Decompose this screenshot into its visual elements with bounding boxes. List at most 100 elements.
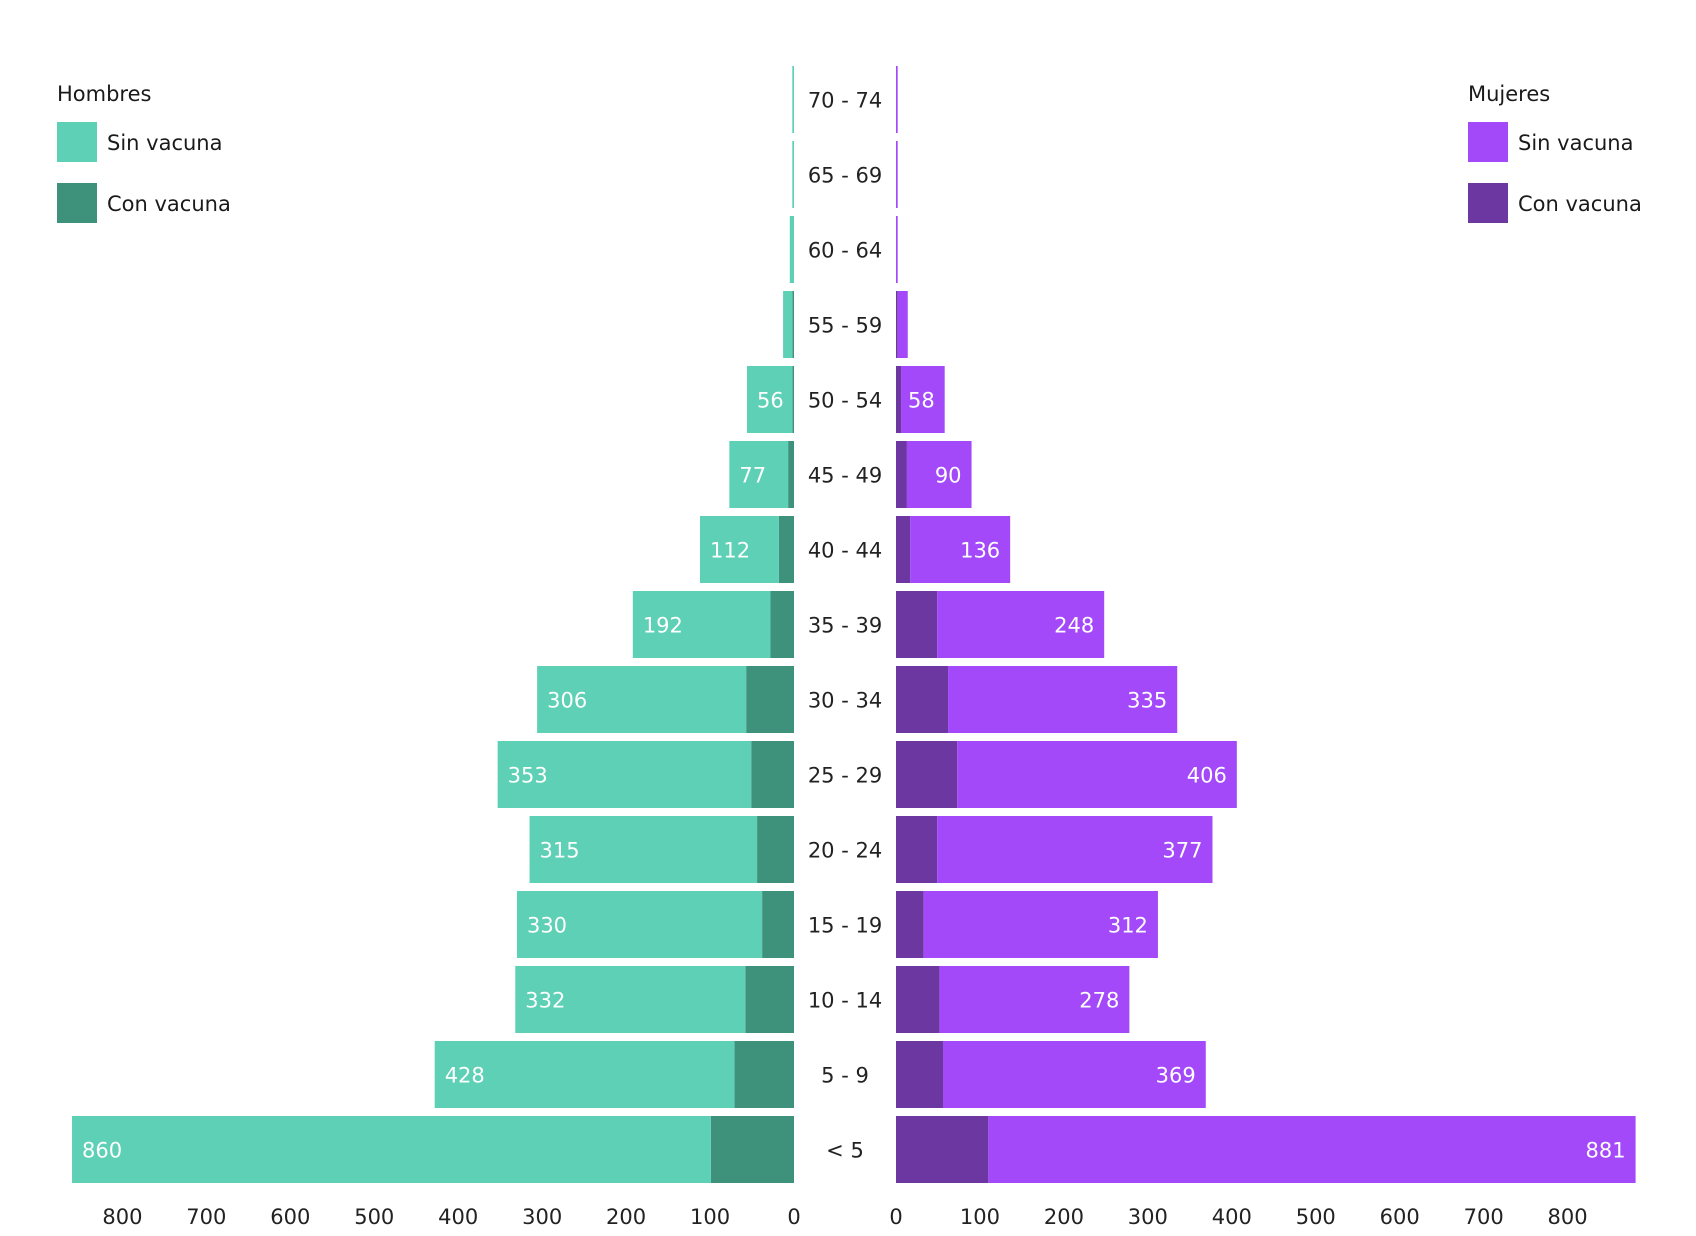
axis-ticks-group: 0 0 100 100 200 200 300 300 400 400 500 500 600 600 70… [102, 1205, 1587, 1229]
bar-mujeres-sin-50-54 [901, 366, 945, 433]
bar-mujeres-sin-45-49 [906, 441, 972, 508]
bar-hombres-sin-5-9 [434, 1041, 735, 1108]
bar-label-hombres-40-44: 112 [710, 539, 750, 563]
bar-hombres-con-5 [710, 1116, 794, 1183]
bar-label-hombres-5-9: 428 [445, 1064, 485, 1088]
bar-hombres-sin-45-49 [729, 441, 789, 508]
bar-mujeres-con-40-44 [896, 516, 911, 583]
bar-mujeres-con-25-29 [896, 741, 958, 808]
tick-right-400: 400 [1212, 1205, 1252, 1229]
age-label-5-9: 5 - 9 [821, 1064, 869, 1088]
bar-hombres-sin-25-29 [497, 741, 752, 808]
bar-mujeres-sin-15-19 [923, 891, 1158, 958]
age-label-35-39: 35 - 39 [808, 614, 882, 638]
legend-mujeres: Mujeres Sin vacuna Con vacuna [1468, 82, 1642, 223]
bar-mujeres-sin-70-74 [896, 66, 898, 133]
bar-label-mujeres-20-24: 377 [1162, 839, 1202, 863]
legend-hombres: Hombres Sin vacuna Con vacuna [57, 82, 231, 223]
age-label-5: < 5 [826, 1139, 864, 1163]
tick-right-700: 700 [1464, 1205, 1504, 1229]
bar-mujeres-con-55-59 [896, 291, 898, 358]
legend-mujeres-sin-swatch [1468, 122, 1508, 162]
bar-label-mujeres-25-29: 406 [1187, 764, 1227, 788]
legend-hombres-con-label: Con vacuna [107, 192, 231, 216]
bar-mujeres-sin-25-29 [957, 741, 1237, 808]
bar-label-mujeres-5-9: 369 [1156, 1064, 1196, 1088]
bar-mujeres-sin-60-64 [896, 216, 898, 283]
tick-right-500: 500 [1296, 1205, 1336, 1229]
tick-left-300: 300 [522, 1205, 562, 1229]
tick-right-0: 0 [889, 1205, 902, 1229]
bar-label-mujeres-5: 881 [1586, 1139, 1626, 1163]
legend-mujeres-con-label: Con vacuna [1518, 192, 1642, 216]
bar-hombres-con-50-54 [792, 366, 794, 433]
bar-label-mujeres-30-34: 335 [1127, 689, 1167, 713]
bar-hombres-con-10-14 [745, 966, 794, 1033]
age-label-15-19: 15 - 19 [808, 914, 882, 938]
bar-mujeres-sin-20-24 [937, 816, 1213, 883]
bar-label-hombres-35-39: 192 [643, 614, 683, 638]
tick-left-0: 0 [787, 1205, 800, 1229]
bar-mujeres-sin-10-14 [939, 966, 1130, 1033]
bar-label-hombres-5: 860 [82, 1139, 122, 1163]
age-label-65-69: 65 - 69 [808, 164, 882, 188]
age-label-40-44: 40 - 44 [808, 539, 882, 563]
bar-mujeres-con-5 [896, 1116, 989, 1183]
bar-label-hombres-45-49: 77 [739, 464, 766, 488]
age-label-60-64: 60 - 64 [808, 239, 882, 263]
bar-hombres-sin-60-64 [789, 216, 794, 283]
bar-hombres-sin-35-39 [632, 591, 771, 658]
bar-hombres-sin-10-14 [515, 966, 746, 1033]
bar-hombres-sin-55-59 [783, 291, 793, 358]
tick-left-800: 800 [102, 1205, 142, 1229]
age-label-45-49: 45 - 49 [808, 464, 882, 488]
age-label-55-59: 55 - 59 [808, 314, 882, 338]
bar-hombres-con-20-24 [757, 816, 794, 883]
legend-hombres-con-swatch [57, 183, 97, 223]
tick-left-500: 500 [354, 1205, 394, 1229]
bar-mujeres-sin-40-44 [910, 516, 1011, 583]
bar-hombres-con-35-39 [770, 591, 794, 658]
bar-label-mujeres-35-39: 248 [1054, 614, 1094, 638]
bar-hombres-con-40-44 [778, 516, 794, 583]
tick-right-100: 100 [960, 1205, 1000, 1229]
age-label-70-74: 70 - 74 [808, 89, 882, 113]
age-label-50-54: 50 - 54 [808, 389, 882, 413]
bar-hombres-sin-5 [72, 1116, 711, 1183]
tick-right-800: 800 [1548, 1205, 1588, 1229]
bar-label-hombres-30-34: 306 [547, 689, 587, 713]
tick-left-100: 100 [690, 1205, 730, 1229]
bar-mujeres-con-10-14 [896, 966, 940, 1033]
bar-mujeres-sin-35-39 [937, 591, 1105, 658]
bar-mujeres-sin-55-59 [897, 291, 908, 358]
bar-hombres-sin-15-19 [516, 891, 763, 958]
bar-mujeres-sin-30-34 [948, 666, 1178, 733]
bar-label-mujeres-40-44: 136 [960, 539, 1000, 563]
age-label-10-14: 10 - 14 [808, 989, 882, 1013]
bar-label-hombres-20-24: 315 [540, 839, 580, 863]
age-labels-group: 70 - 74 65 - 69 60 - 64 55 - 59 50 - 54 45 - … [808, 89, 882, 1163]
tick-left-600: 600 [270, 1205, 310, 1229]
tick-left-700: 700 [186, 1205, 226, 1229]
bar-hombres-sin-65-69 [792, 141, 794, 208]
legend-hombres-title: Hombres [57, 82, 151, 106]
legend-hombres-sin-label: Sin vacuna [107, 131, 222, 155]
bar-label-mujeres-50-54: 58 [908, 389, 935, 413]
bar-hombres-con-25-29 [751, 741, 794, 808]
bar-mujeres-con-45-49 [896, 441, 907, 508]
bar-label-mujeres-10-14: 278 [1079, 989, 1119, 1013]
bar-mujeres-con-30-34 [896, 666, 949, 733]
tick-right-600: 600 [1380, 1205, 1420, 1229]
bar-mujeres-con-35-39 [896, 591, 938, 658]
bar-mujeres-sin-65-69 [896, 141, 898, 208]
bar-hombres-sin-30-34 [537, 666, 747, 733]
tick-right-200: 200 [1044, 1205, 1084, 1229]
age-label-30-34: 30 - 34 [808, 689, 882, 713]
bar-hombres-con-45-49 [788, 441, 794, 508]
age-label-20-24: 20 - 24 [808, 839, 882, 863]
bar-label-hombres-25-29: 353 [508, 764, 548, 788]
legend-mujeres-title: Mujeres [1468, 82, 1550, 106]
bar-mujeres-con-5-9 [896, 1041, 944, 1108]
bar-mujeres-con-20-24 [896, 816, 938, 883]
